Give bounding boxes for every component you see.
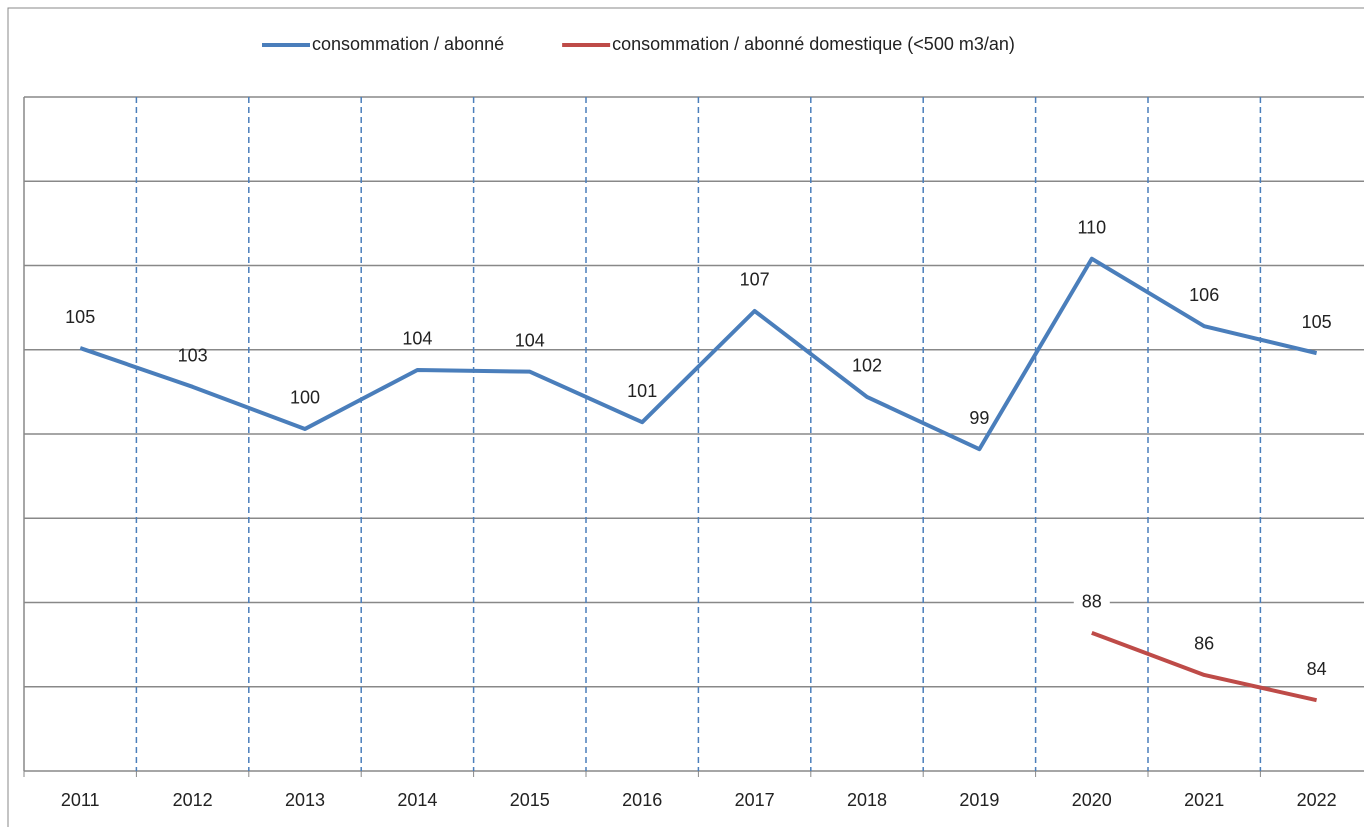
data-label: 104 <box>402 329 432 349</box>
data-label: 100 <box>290 388 320 408</box>
x-tick-label: 2014 <box>397 790 437 810</box>
label-background <box>1298 658 1335 683</box>
x-tick-label: 2020 <box>1072 790 1112 810</box>
series-line <box>79 256 1318 452</box>
series-line <box>1091 630 1318 703</box>
x-tick-label: 2019 <box>959 790 999 810</box>
data-label: 84 <box>1307 659 1327 679</box>
x-tick-label: 2013 <box>285 790 325 810</box>
data-label: 106 <box>1189 285 1219 305</box>
data-label: 101 <box>627 381 657 401</box>
data-label: 105 <box>65 307 95 327</box>
data-label: 105 <box>1302 312 1332 332</box>
x-tick-label: 2012 <box>173 790 213 810</box>
chart-border <box>7 7 1364 827</box>
x-tick-label: 2017 <box>735 790 775 810</box>
x-tick-label: 2015 <box>510 790 550 810</box>
data-label: 86 <box>1194 634 1214 654</box>
data-label: 88 <box>1082 592 1102 612</box>
data-label: 107 <box>740 270 770 290</box>
x-tick-label: 2022 <box>1297 790 1337 810</box>
label-background <box>1186 632 1223 657</box>
data-label: 99 <box>969 408 989 428</box>
x-tick-label: 2018 <box>847 790 887 810</box>
x-tick-label: 2021 <box>1184 790 1224 810</box>
x-tick-label: 2011 <box>61 790 100 810</box>
data-label: 110 <box>1077 218 1106 238</box>
legend-label: consommation / abonné domestique (<500 m… <box>612 34 1015 54</box>
data-label: 102 <box>852 356 882 376</box>
legend-label: consommation / abonné <box>312 34 504 54</box>
x-tick-label: 2016 <box>622 790 662 810</box>
data-label: 103 <box>178 346 208 366</box>
data-label: 104 <box>515 330 545 350</box>
label-background <box>1073 590 1110 615</box>
